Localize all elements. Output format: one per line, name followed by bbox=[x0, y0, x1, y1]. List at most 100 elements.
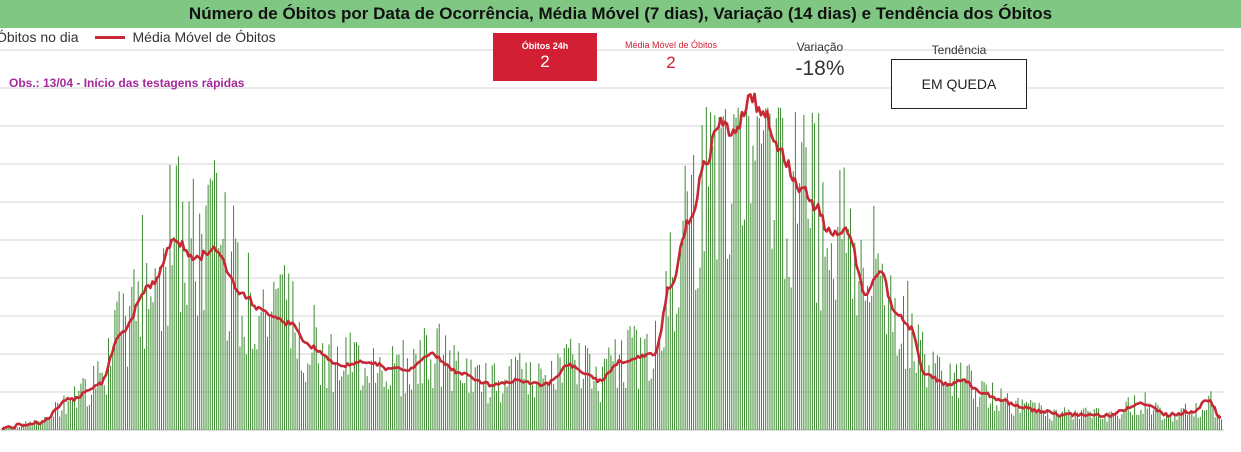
daily-bar bbox=[523, 378, 525, 430]
daily-bar bbox=[707, 186, 709, 430]
daily-bar bbox=[754, 160, 756, 430]
daily-bar bbox=[593, 381, 595, 430]
daily-bar bbox=[1089, 411, 1091, 430]
daily-bar bbox=[650, 378, 652, 430]
daily-bar bbox=[279, 274, 281, 430]
daily-bar bbox=[1006, 393, 1008, 430]
daily-bar bbox=[447, 363, 449, 430]
daily-bar bbox=[956, 364, 957, 430]
daily-bar bbox=[247, 252, 249, 430]
daily-bar bbox=[998, 411, 1000, 430]
daily-bar bbox=[1189, 414, 1191, 430]
daily-bar bbox=[264, 313, 266, 430]
daily-bar bbox=[665, 271, 667, 430]
daily-bar bbox=[1040, 405, 1042, 430]
daily-bar bbox=[816, 302, 818, 430]
daily-bar bbox=[349, 332, 351, 430]
daily-bar bbox=[1165, 413, 1167, 430]
daily-bar bbox=[797, 223, 798, 430]
daily-bar bbox=[101, 372, 103, 430]
daily-bar bbox=[1051, 420, 1053, 430]
legend-line-label: Média Móvel de Óbitos bbox=[132, 29, 276, 45]
daily-bar bbox=[260, 312, 262, 430]
daily-bar bbox=[1087, 410, 1089, 430]
daily-bar bbox=[701, 124, 703, 430]
kpi-variacao-value: -18% bbox=[795, 57, 845, 80]
daily-bar bbox=[883, 305, 885, 430]
daily-bar bbox=[794, 112, 796, 430]
daily-bar bbox=[1015, 400, 1017, 430]
daily-bar bbox=[322, 343, 324, 430]
daily-bar bbox=[1074, 410, 1076, 430]
daily-bar bbox=[555, 389, 557, 430]
daily-bar bbox=[328, 344, 330, 430]
daily-bar bbox=[411, 389, 413, 430]
daily-bar bbox=[290, 348, 292, 430]
daily-bar bbox=[500, 402, 502, 430]
daily-bar bbox=[663, 347, 665, 430]
daily-bar bbox=[869, 302, 871, 430]
daily-bar bbox=[131, 286, 133, 430]
daily-bar bbox=[1013, 415, 1015, 430]
daily-bar bbox=[250, 292, 252, 430]
daily-bar bbox=[951, 395, 953, 430]
daily-bar bbox=[303, 372, 305, 430]
daily-bar bbox=[300, 370, 302, 430]
daily-bar bbox=[40, 422, 42, 430]
daily-bar bbox=[207, 184, 209, 430]
daily-bar bbox=[381, 370, 383, 430]
daily-bar bbox=[137, 281, 139, 430]
daily-bar bbox=[905, 369, 907, 430]
daily-bar bbox=[599, 402, 601, 430]
daily-bar bbox=[758, 118, 760, 431]
daily-bar bbox=[1155, 402, 1157, 430]
daily-bar bbox=[1072, 419, 1074, 430]
daily-bar bbox=[1170, 414, 1172, 430]
daily-bar bbox=[135, 320, 137, 430]
daily-bar bbox=[936, 355, 938, 430]
daily-bar bbox=[676, 313, 678, 430]
daily-bar bbox=[65, 413, 67, 430]
daily-bar bbox=[788, 276, 790, 430]
daily-bar bbox=[786, 238, 788, 430]
daily-bar bbox=[269, 314, 271, 430]
daily-bar bbox=[932, 351, 934, 430]
daily-bar bbox=[604, 358, 606, 430]
daily-bar bbox=[1121, 414, 1123, 430]
daily-bar bbox=[78, 390, 80, 430]
daily-bar bbox=[546, 383, 548, 430]
daily-bar bbox=[994, 410, 996, 430]
daily-bar bbox=[737, 107, 739, 430]
daily-bar bbox=[722, 116, 724, 430]
daily-bar bbox=[296, 358, 298, 430]
daily-bar bbox=[288, 273, 290, 430]
daily-bar bbox=[1176, 419, 1178, 430]
daily-bar bbox=[508, 366, 510, 430]
daily-bar bbox=[332, 391, 334, 430]
daily-bar bbox=[847, 229, 849, 430]
daily-bar bbox=[224, 192, 226, 430]
daily-bar bbox=[661, 350, 663, 430]
daily-bar bbox=[1146, 408, 1148, 430]
daily-bar bbox=[493, 363, 495, 430]
daily-bar bbox=[1108, 412, 1110, 430]
daily-bar bbox=[214, 160, 215, 430]
daily-bar bbox=[580, 388, 582, 430]
daily-bar bbox=[1131, 415, 1133, 430]
daily-bar bbox=[640, 337, 642, 430]
daily-bar bbox=[1002, 399, 1004, 430]
daily-bar bbox=[1134, 395, 1136, 430]
daily-bar bbox=[970, 370, 972, 430]
daily-bar bbox=[182, 201, 184, 430]
daily-bar bbox=[42, 422, 44, 430]
daily-bar bbox=[888, 297, 890, 430]
daily-bar bbox=[1161, 420, 1163, 430]
daily-bar bbox=[824, 256, 826, 430]
daily-bar bbox=[421, 383, 423, 430]
daily-bar bbox=[949, 363, 951, 430]
daily-bar bbox=[731, 203, 733, 430]
daily-bar bbox=[765, 108, 767, 430]
daily-bar bbox=[423, 327, 425, 430]
daily-bar bbox=[669, 232, 671, 430]
daily-bar bbox=[928, 365, 930, 430]
